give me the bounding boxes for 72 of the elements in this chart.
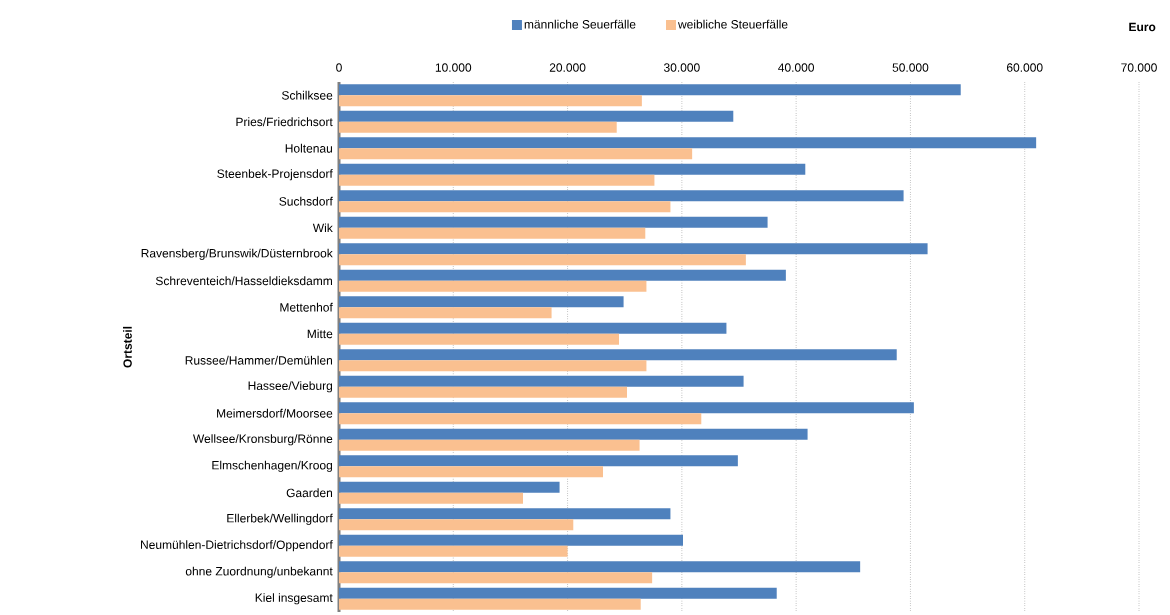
y-tick-label: ohne Zuordnung/unbekannt (185, 566, 333, 578)
y-tick-label: Elmschenhagen/Kroog (212, 460, 333, 472)
bar (339, 254, 746, 266)
y-tick-label: Wik (312, 223, 333, 233)
bar (339, 375, 744, 387)
bar (339, 201, 671, 213)
y-tick-label: Ellerbek/Wellingdorf (227, 513, 333, 525)
x-tick-label: 50.000 (892, 63, 929, 72)
bar (339, 598, 641, 610)
bar (339, 84, 961, 96)
bar (339, 322, 727, 334)
y-tick-label: Hassee/Vieburg (248, 381, 333, 393)
x-tick-label: 30.000 (663, 63, 700, 72)
bar (339, 174, 655, 186)
bar (339, 269, 786, 281)
bar (339, 386, 627, 398)
bar (339, 349, 897, 361)
legend-label: männliche Seuerfälle (524, 19, 636, 29)
y-tick-label: Gaarden (286, 488, 333, 498)
y-tick-label: Wellsee/Kronsburg/Rönne (192, 434, 333, 446)
bar (339, 508, 671, 520)
bar (339, 492, 523, 504)
bar (339, 280, 647, 292)
bar (339, 481, 560, 493)
bar (339, 534, 683, 546)
bar (339, 243, 928, 255)
x-tick-label: 10.000 (435, 63, 472, 72)
x-axis-title: Euro (1129, 22, 1156, 32)
x-tick-label: 0 (336, 63, 342, 72)
x-tick-label: 60.000 (1006, 63, 1043, 72)
y-tick-label: Schreventeich/Hasseldieksdamm (155, 276, 332, 286)
bar (339, 519, 574, 531)
y-tick-label: Mettenhof (280, 302, 333, 312)
bar (339, 216, 768, 228)
bar (339, 110, 734, 122)
bar (339, 190, 904, 202)
bar (339, 455, 738, 467)
bar (339, 121, 617, 133)
y-tick-label: Suchsdorf (279, 196, 333, 206)
y-tick-label: Mitte (307, 329, 333, 339)
bar (339, 333, 619, 345)
x-tick-label: 20.000 (549, 63, 586, 72)
bar (339, 572, 653, 584)
bar (339, 148, 693, 160)
bar (339, 227, 646, 239)
bar (339, 360, 647, 372)
y-axis-title: Ortsteil (123, 326, 132, 368)
y-tick-label: Meimersdorf/Moorsee (217, 408, 333, 418)
bar (339, 466, 603, 478)
bar (339, 587, 777, 599)
bar (339, 439, 640, 451)
bar (339, 428, 808, 440)
x-tick-label: 70.000 (1121, 63, 1157, 72)
y-tick-label: Russee/Hammer/Demühlen (185, 355, 332, 365)
bar (339, 307, 552, 319)
y-tick-label: Ravensberg/Brunswik/Düsternbrook (141, 248, 333, 260)
bar (339, 296, 624, 308)
y-tick-label: Pries/Friedrichsort (236, 117, 333, 127)
bar (339, 95, 642, 107)
bar (339, 561, 861, 573)
bar (339, 137, 1037, 149)
y-tick-label: Schilksee (281, 90, 333, 100)
bar (339, 163, 806, 175)
y-tick-label: Neumühlen-Dietrichsdorf/Oppendorf (141, 540, 333, 552)
bar (339, 545, 568, 557)
x-tick-label: 40.000 (778, 63, 815, 72)
y-tick-label: Steenbek-Projensdorf (217, 169, 333, 181)
y-tick-label: Kiel insgesamt (255, 593, 333, 605)
y-tick-label: Holtenau (285, 143, 332, 153)
legend-label: weibliche Steuerfälle (677, 19, 788, 29)
bar (339, 402, 914, 414)
bar (339, 413, 702, 425)
